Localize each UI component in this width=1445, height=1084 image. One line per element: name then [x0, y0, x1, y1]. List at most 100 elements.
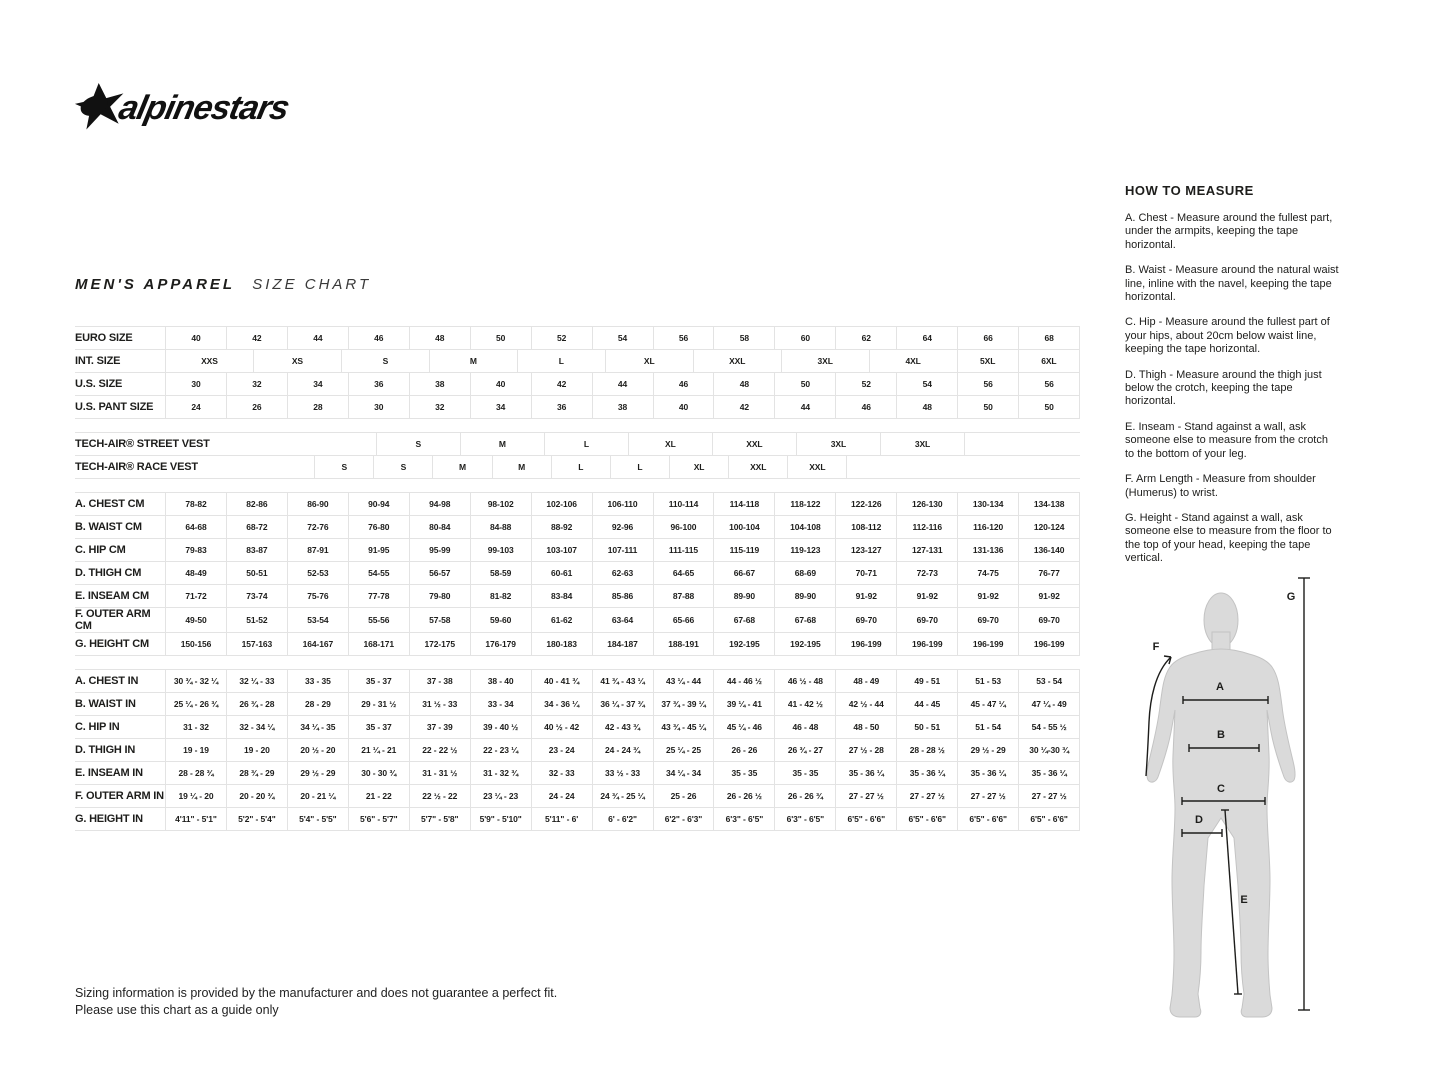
table-cell: 85-86	[591, 585, 653, 607]
table-cell: 26 - 26	[713, 739, 774, 762]
table-cell: 25 ¼ - 26 ¾	[165, 693, 226, 716]
measure-guide-heading: HOW TO MEASURE	[1125, 183, 1254, 198]
table-cell: 5XL	[956, 350, 1018, 372]
table-cell: 27 - 27 ½	[896, 785, 957, 808]
table-cell: 42	[713, 396, 774, 418]
table-row: D. THIGH CM 48-49 50-51 52-53 54-55 56-57 58-5…	[75, 562, 1081, 585]
table-cell: 34	[286, 373, 348, 395]
row-label: D. THIGH IN	[75, 744, 136, 757]
diagram-label-height: G	[1287, 591, 1296, 603]
table-cell: 50	[957, 396, 1018, 418]
table-cell: 19 - 19	[165, 739, 226, 762]
table-cell: 102-106	[530, 493, 592, 515]
table-cell: 6'5" - 6'6"	[835, 808, 896, 831]
table-cell: 41 ¾ - 43 ¼	[591, 670, 653, 693]
row-label: B. WAIST IN	[75, 698, 136, 711]
table-cell: 87-91	[286, 539, 348, 561]
table-cell: 30 ¼-30 ¾	[1018, 739, 1081, 762]
table-cell: 66-67	[713, 562, 774, 584]
table-cell: 83-87	[225, 539, 287, 561]
table-row: C. HIP IN 31 - 32 32 - 34 ¼ 34 ¼ - 35 35 - 3…	[75, 716, 1081, 740]
table-group-sizes: EURO SIZE 40 42 44 46 48 50 52 54 56 58 60 62 64 66 68 I…	[75, 326, 1081, 419]
table-cell: 45 ¼ - 46	[713, 716, 774, 739]
table-cell: 34 ¼ - 34	[652, 762, 714, 785]
measure-instruction: E. Inseam - Stand against a wall, ask so…	[1125, 420, 1328, 460]
table-cell: 20 - 21 ¼	[286, 785, 348, 808]
table-cell: 20 ½ - 20	[286, 739, 348, 762]
table-cell: 36	[347, 373, 409, 395]
table-cell: 5'9" - 5'10"	[469, 808, 531, 831]
table-cell: 33 - 35	[286, 670, 348, 693]
table-cell: 42 ½ - 44	[835, 693, 896, 716]
table-cell: 136-140	[1018, 539, 1081, 561]
table-cell: 42	[530, 373, 592, 395]
disclaimer: Sizing information is provided by the ma…	[75, 985, 557, 1019]
table-cell: 23 - 24	[530, 739, 592, 762]
table-cell: 103-107	[530, 539, 592, 561]
table-cell: 39 - 40 ½	[469, 716, 531, 739]
table-cell: XXL	[711, 433, 796, 455]
size-table: EURO SIZE 40 42 44 46 48 50 52 54 56 58 60 62 64 66 68 I…	[75, 326, 1081, 844]
table-cell: 67-68	[713, 608, 774, 633]
table-cell: 6'2" - 6'3"	[652, 808, 714, 831]
row-label: C. HIP CM	[75, 543, 126, 556]
table-cell: L	[609, 456, 669, 478]
row-label: G. HEIGHT CM	[75, 638, 149, 651]
table-cell: XXL	[787, 456, 848, 478]
table-cell: 28 - 28 ½	[896, 739, 957, 762]
row-label: A. CHEST IN	[75, 675, 139, 688]
table-cell: 24 - 24	[530, 785, 592, 808]
table-cell: 196-199	[957, 633, 1018, 656]
table-row: A. CHEST IN 30 ¾ - 32 ¼ 32 ¼ - 33 33 - 35 35…	[75, 669, 1081, 694]
table-cell: 40 - 41 ¾	[530, 670, 592, 693]
table-row: U.S. PANT SIZE 24 26 28 30 32 34 36 38 40 42 44 46 48…	[75, 396, 1081, 419]
table-cell: 44	[591, 373, 653, 395]
table-cell: 81-82	[469, 585, 531, 607]
table-group-inches: A. CHEST IN 30 ¾ - 32 ¼ 32 ¼ - 33 33 - 35 35…	[75, 669, 1081, 832]
table-cell: 106-110	[591, 493, 653, 515]
table-cell: 31 ½ - 33	[408, 693, 470, 716]
table-cell: 35 - 35	[713, 762, 774, 785]
table-cell: 77-78	[347, 585, 409, 607]
table-cell: 57-58	[408, 608, 470, 633]
table-cell: 58-59	[469, 562, 531, 584]
table-row: TECH-AIR® RACE VEST S S M M L L XL XXL XXL	[75, 456, 1080, 479]
measure-instruction: A. Chest - Measure around the fullest pa…	[1125, 212, 1333, 251]
measure-guide: HOW TO MEASURE A. Chest - Measure around…	[1125, 183, 1339, 578]
table-cell: 115-119	[713, 539, 774, 561]
table-cell: 54 - 55 ½	[1018, 716, 1081, 739]
table-cell: 25 ¼ - 25	[652, 739, 714, 762]
table-cell: 46	[652, 373, 714, 395]
disclaimer-line-1: Sizing information is provided by the ma…	[75, 986, 558, 1000]
table-cell: 35 - 36 ¼	[835, 762, 896, 785]
diagram-label-chest: A	[1216, 681, 1224, 693]
table-cell: 38	[591, 396, 653, 418]
table-cell: 35 - 37	[347, 716, 409, 739]
row-label: TECH-AIR® RACE VEST	[75, 460, 198, 473]
table-cell: 27 ½ - 28	[835, 739, 896, 762]
diagram-label-inseam: E	[1240, 894, 1247, 906]
diagram-label-waist: B	[1217, 729, 1225, 741]
table-cell-empty	[210, 433, 376, 455]
table-cell: 30 - 30 ¾	[347, 762, 409, 785]
table-cell: 35 - 37	[347, 670, 409, 693]
table-cell: 50	[1018, 396, 1081, 418]
table-row: EURO SIZE 40 42 44 46 48 50 52 54 56 58 60 62 64 66 68	[75, 326, 1081, 350]
table-cell: 51 - 53	[957, 670, 1018, 693]
table-cell: 76-77	[1018, 562, 1081, 584]
table-cell: 41 - 42 ½	[774, 693, 835, 716]
body-diagram: A B C D E F G	[1125, 570, 1445, 1030]
table-cell: 50-51	[225, 562, 287, 584]
table-cell: XXL	[728, 456, 787, 478]
table-cell: XL	[604, 350, 693, 372]
table-cell: 122-126	[835, 493, 896, 515]
row-label: A. CHEST CM	[75, 497, 145, 510]
table-cell: 62-63	[591, 562, 653, 584]
table-cell: 79-83	[165, 539, 226, 561]
table-row: B. WAIST IN 25 ¼ - 26 ¾ 26 ¾ - 28 28 - 29 29…	[75, 693, 1081, 717]
table-cell: 4XL	[868, 350, 957, 372]
table-cell: 35 - 35	[774, 762, 835, 785]
table-row: U.S. SIZE 30 32 34 36 38 40 42 44 46 48 50 52 54 56 56	[75, 373, 1081, 396]
table-cell: 35 - 36 ¼	[1018, 762, 1081, 785]
table-cell: 157-163	[225, 633, 287, 656]
